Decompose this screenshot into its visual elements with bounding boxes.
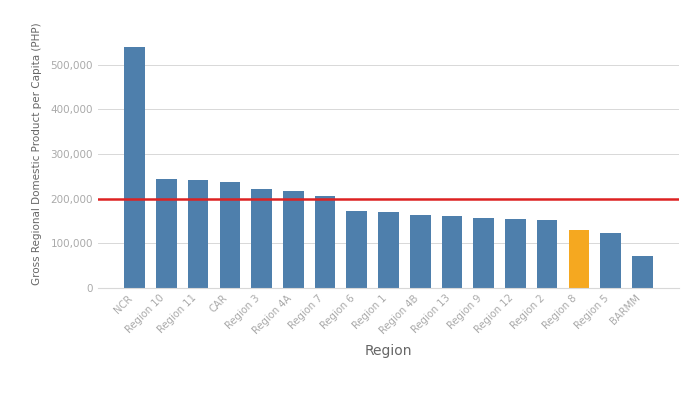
Bar: [442, 216, 462, 288]
Bar: [537, 220, 557, 288]
Bar: [600, 233, 621, 288]
Bar: [473, 218, 494, 288]
Bar: [410, 215, 430, 288]
Y-axis label: Gross Regional Domestic Product per Capita (PHP): Gross Regional Domestic Product per Capi…: [32, 23, 42, 285]
Bar: [283, 191, 304, 288]
Bar: [220, 182, 240, 288]
Bar: [125, 47, 145, 288]
Bar: [188, 180, 209, 288]
X-axis label: Region: Region: [365, 344, 412, 358]
Bar: [346, 211, 367, 288]
Bar: [505, 219, 526, 288]
Bar: [378, 212, 399, 288]
Bar: [568, 230, 589, 288]
Bar: [315, 196, 335, 288]
Bar: [251, 189, 272, 288]
Bar: [632, 256, 652, 288]
Bar: [156, 180, 177, 288]
